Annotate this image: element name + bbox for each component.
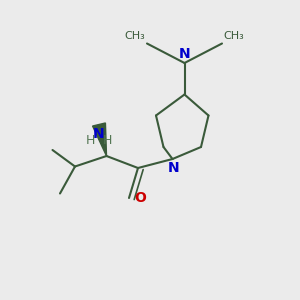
Text: H: H — [103, 134, 112, 146]
Polygon shape — [93, 123, 106, 156]
Text: N: N — [93, 128, 105, 142]
Text: O: O — [134, 191, 146, 205]
Text: N: N — [179, 46, 190, 61]
Text: H: H — [85, 134, 95, 146]
Text: CH₃: CH₃ — [224, 31, 244, 41]
Text: CH₃: CH₃ — [125, 31, 146, 41]
Text: N: N — [167, 161, 179, 176]
